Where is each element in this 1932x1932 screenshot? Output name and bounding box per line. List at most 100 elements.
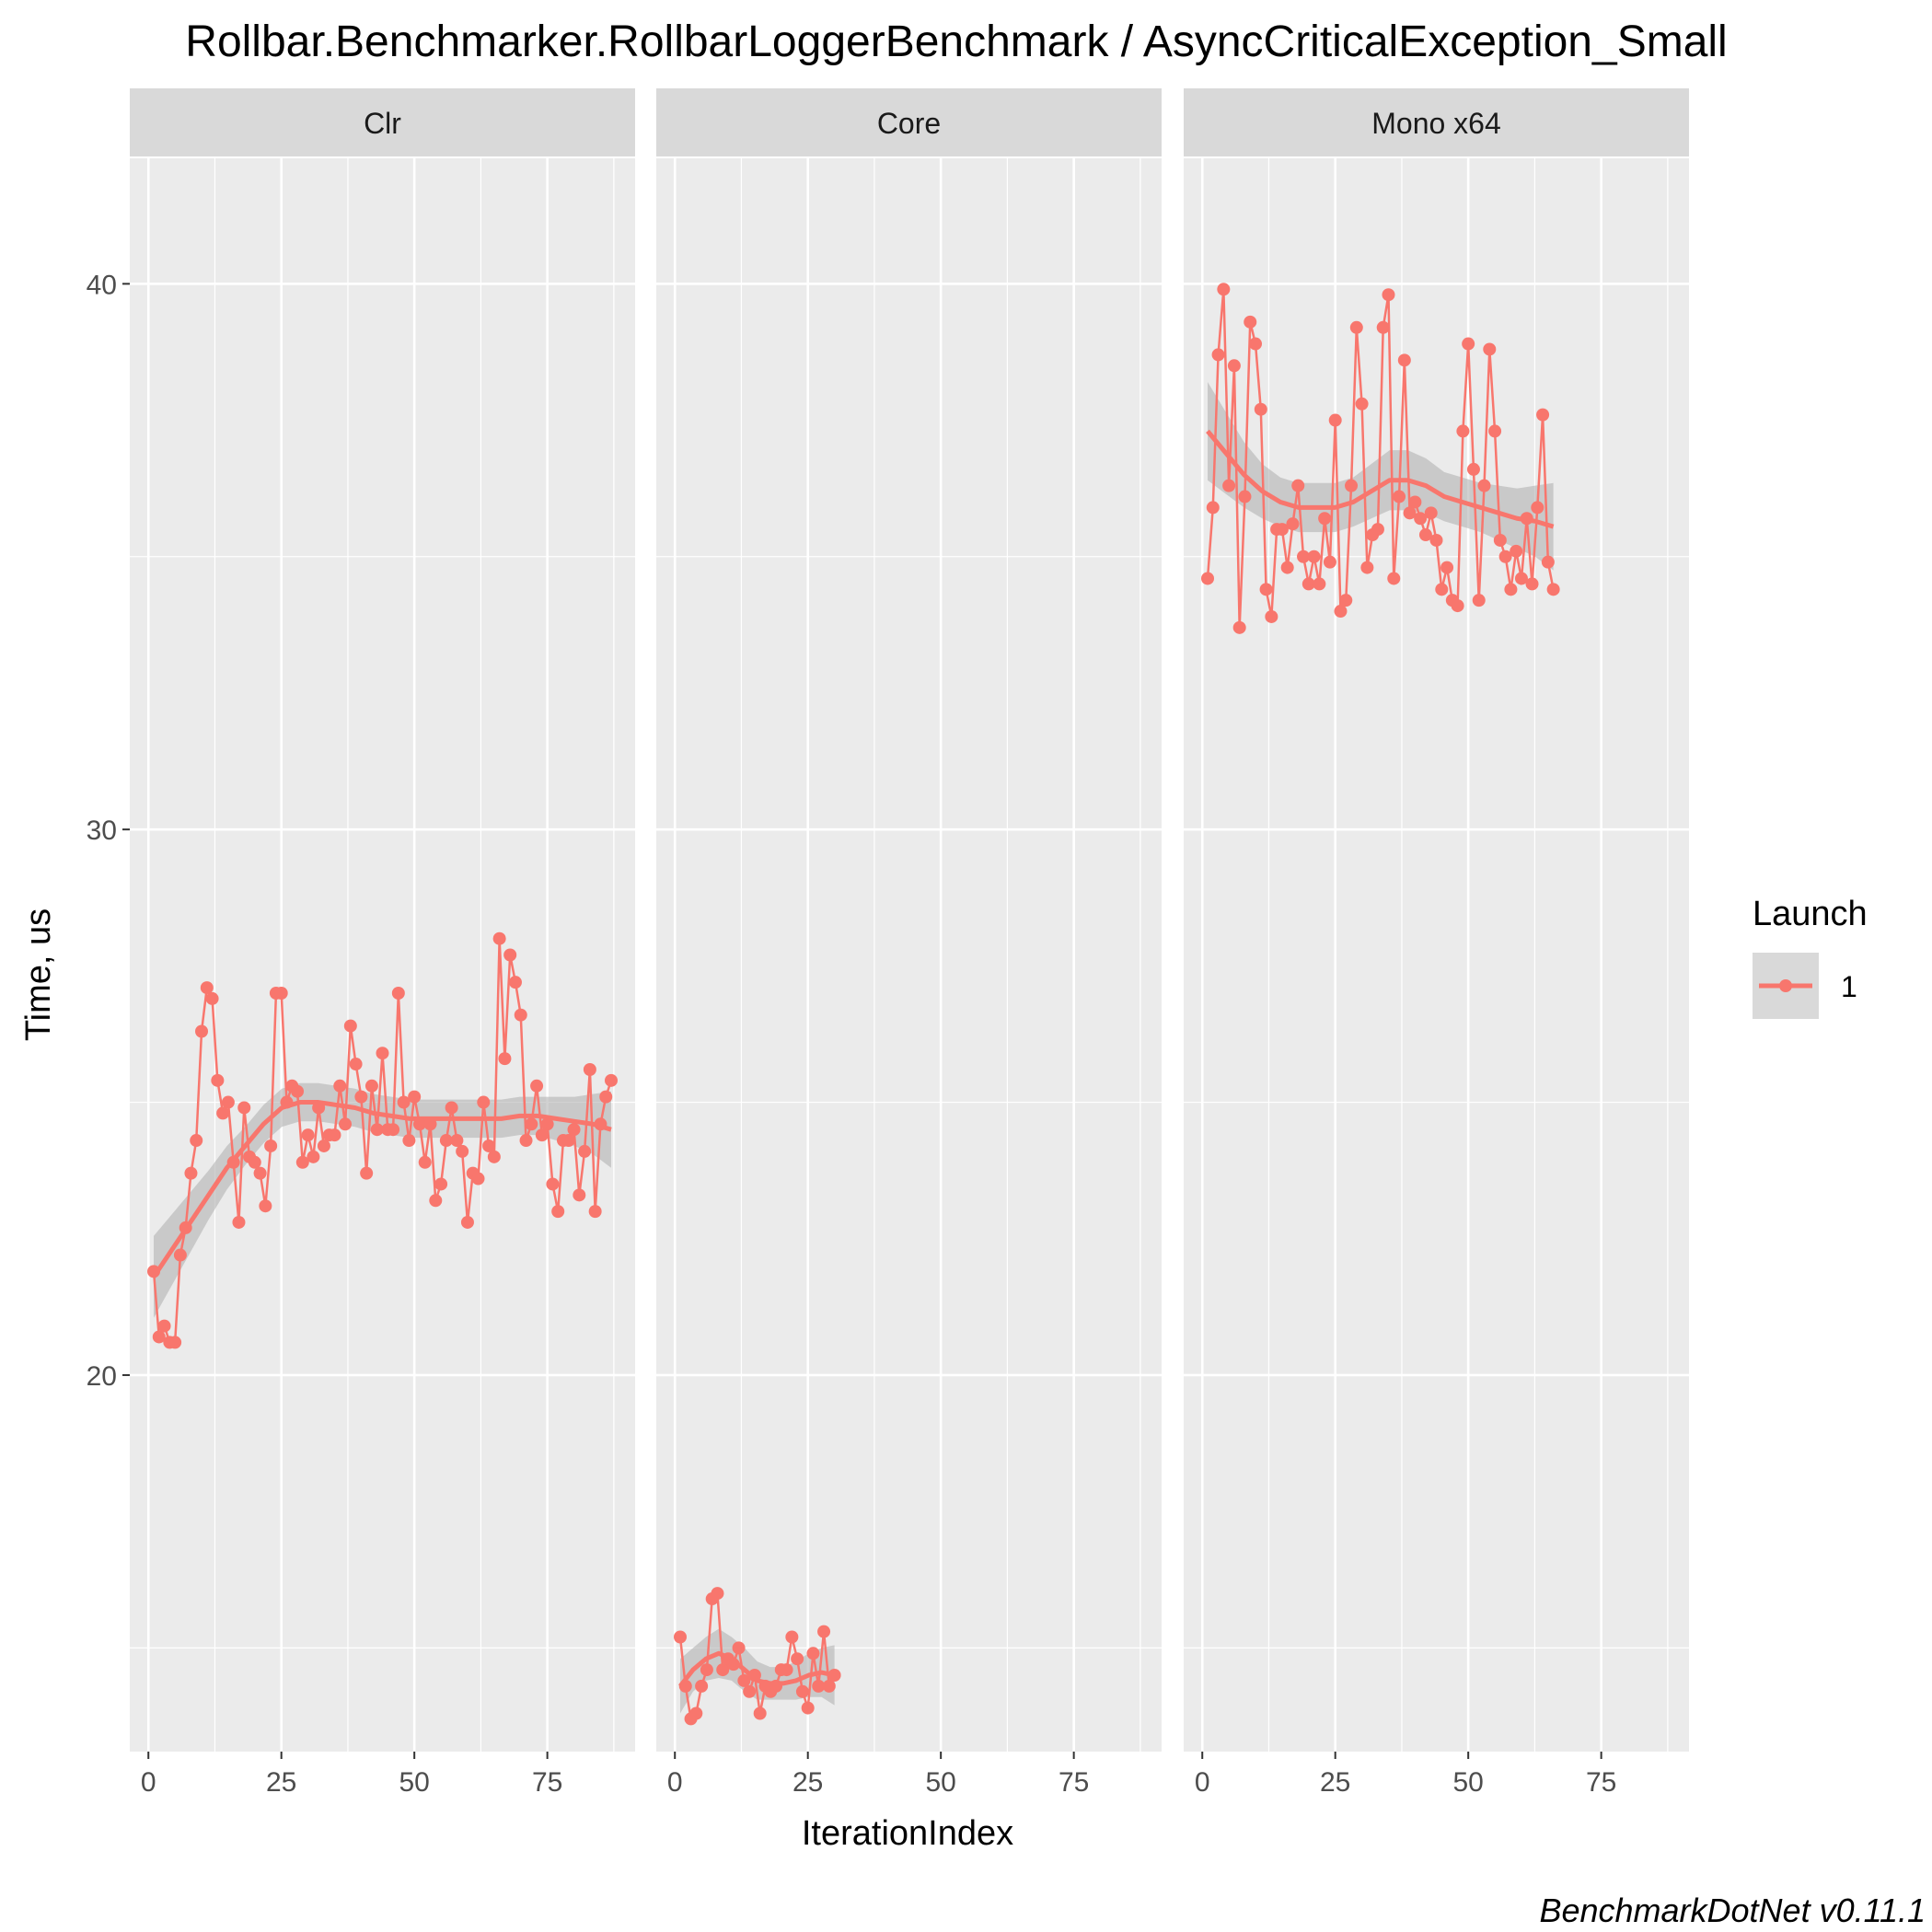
data-point [785,1630,799,1644]
data-point [1510,544,1523,558]
data-point [588,1205,602,1219]
x-tick-label: 50 [1452,1767,1483,1798]
data-point [1360,561,1374,574]
data-point [1238,490,1252,503]
data-point [211,1073,225,1087]
data-point [1472,594,1486,607]
data-point [205,991,219,1005]
data-point [492,931,506,945]
data-point [200,981,214,995]
data-point [280,1095,294,1109]
data-point [1477,479,1491,492]
data-point [817,1625,831,1638]
data-point [1451,599,1464,613]
data-point [503,948,517,962]
data-point [726,1658,740,1672]
data-point [237,1101,251,1115]
data-point [795,1684,809,1698]
data-point [1254,402,1267,416]
data-point [535,1128,549,1142]
data-point [1222,479,1236,492]
legend-title: Launch [1753,895,1868,933]
data-point [594,1117,607,1131]
data-point [551,1205,565,1219]
data-point [1313,577,1326,591]
data-point [168,1336,182,1349]
data-point [1334,605,1348,619]
data-point [801,1701,815,1715]
facet-strip [130,88,635,156]
data-point [806,1647,820,1660]
data-point [307,1150,320,1163]
y-tick-label: 20 [87,1361,117,1392]
data-point [1232,620,1246,634]
data-point [1345,479,1359,492]
data-point [780,1663,793,1677]
data-point [1206,501,1220,515]
data-point [184,1166,198,1180]
panel-mono-x64: Mono x64 0 25 50 75 [1184,88,1689,1798]
data-point [195,1024,209,1038]
data-point [1217,283,1231,296]
x-tick-label: 0 [667,1767,683,1798]
data-point [397,1095,411,1109]
data-point [1483,342,1497,356]
data-point [376,1047,389,1060]
data-point [1387,572,1401,585]
data-point [1488,424,1502,438]
data-point [1259,583,1273,596]
data-point [1525,577,1539,591]
x-tick-label: 0 [1195,1767,1210,1798]
data-point [1318,512,1332,526]
x-axis-label: IterationIndex [802,1814,1013,1853]
data-point [471,1172,485,1186]
data-point [498,1052,512,1066]
data-point [1297,550,1311,563]
x-tick-label: 75 [532,1767,562,1798]
data-point [295,1155,309,1169]
data-point [678,1679,692,1693]
data-point [1498,550,1512,563]
data-point [460,1215,474,1229]
x-tick-label: 50 [925,1767,955,1798]
data-point [1286,517,1300,531]
data-point [1227,359,1241,373]
data-point [1462,337,1475,351]
data-point [216,1106,230,1120]
data-point [1371,523,1384,537]
data-point [312,1101,326,1115]
data-point [599,1090,613,1104]
y-axis-label: Time, us [19,908,58,1041]
data-point [412,1117,426,1131]
panel-background [1184,158,1689,1752]
panel-core: Core 0 25 50 75 [656,88,1162,1798]
data-point [291,1084,305,1098]
data-point [157,1319,171,1333]
data-point [1403,506,1417,520]
data-point [190,1134,203,1148]
data-point [450,1134,464,1148]
data-point [482,1139,496,1152]
data-point [152,1330,166,1344]
data-point [604,1073,618,1087]
data-point [248,1155,261,1169]
data-point [1307,550,1321,563]
series-line [1206,289,1555,628]
data-point [487,1150,501,1163]
data-point [1440,561,1454,574]
panel-background [130,158,635,1752]
y-tick-label: 30 [87,816,117,846]
data-point [1328,413,1342,427]
x-tick-label: 25 [1320,1767,1350,1798]
data-point [1393,490,1406,503]
data-point [391,986,405,1000]
data-point [408,1090,422,1104]
data-point [1244,315,1257,329]
x-tick-label: 75 [1586,1767,1616,1798]
data-point [737,1673,751,1687]
data-point [1504,583,1518,596]
data-point [1397,353,1411,367]
data-point [1493,533,1507,547]
data-point [423,1117,437,1131]
data-point [339,1117,353,1131]
